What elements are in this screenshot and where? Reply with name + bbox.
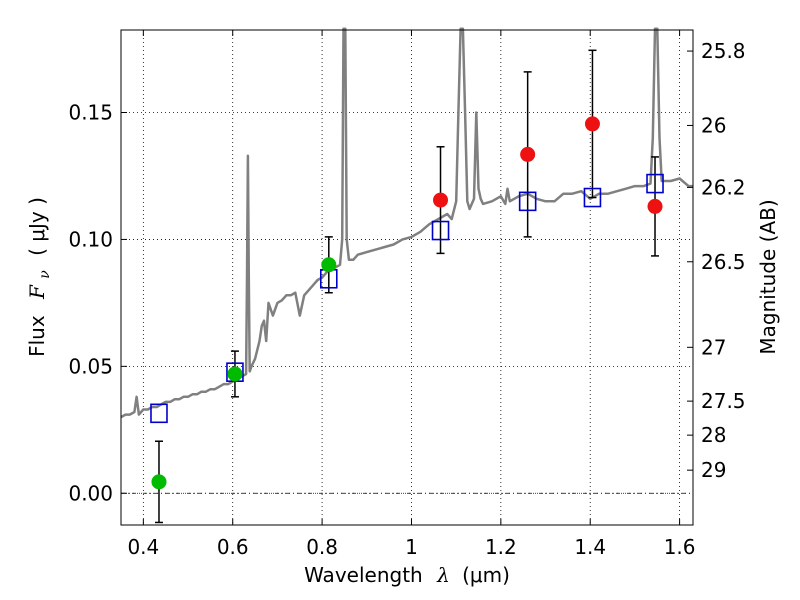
x-tick-label: 0.8 bbox=[306, 535, 338, 559]
y-tick-label: 0.00 bbox=[68, 481, 113, 505]
y2-axis-label: Magnitude (AB) bbox=[756, 199, 780, 354]
x-tick-label: 1.4 bbox=[574, 535, 606, 559]
detection-points bbox=[151, 116, 663, 490]
x-tick-label: 1.6 bbox=[664, 535, 696, 559]
detection-point bbox=[520, 146, 536, 162]
magnitude-tick-label: 26 bbox=[701, 113, 726, 137]
y-axis-label-prefix: Flux bbox=[25, 315, 49, 357]
detection-point bbox=[584, 116, 600, 132]
detection-point bbox=[647, 198, 663, 214]
y-axis-label-unit: ( μJy ) bbox=[25, 197, 49, 256]
y-axis-label: Flux F ν ( μJy ) bbox=[25, 197, 54, 357]
model-photometry-square bbox=[583, 187, 602, 208]
detection-point bbox=[227, 366, 243, 382]
plot-frame bbox=[120, 29, 694, 526]
x-axis-label: Wavelength λ (μm) bbox=[304, 563, 510, 587]
model-spectrum bbox=[120, 27, 693, 419]
detection-point bbox=[151, 474, 167, 490]
magnitude-tick-labels: 25.8 26 26.2 26.5 27 27.5 28 29 bbox=[701, 39, 746, 482]
x-axis-label-unit: (μm) bbox=[462, 563, 510, 587]
magnitude-tick-label: 29 bbox=[701, 458, 726, 482]
magnitude-tick-label: 28 bbox=[701, 423, 726, 447]
magnitude-tick-label: 26.2 bbox=[701, 175, 746, 199]
model-photometry-square bbox=[646, 173, 664, 194]
magnitude-tick-label: 25.8 bbox=[701, 39, 746, 63]
magnitude-tick-label: 27.5 bbox=[701, 389, 746, 413]
magnitude-tick-label: 26.5 bbox=[701, 250, 746, 274]
x-axis-label-prefix: Wavelength bbox=[304, 563, 423, 587]
model-photometry-square bbox=[150, 403, 168, 424]
y-tick-label: 0.05 bbox=[68, 354, 113, 378]
y-tick-label: 0.15 bbox=[68, 101, 113, 125]
plot-background bbox=[121, 30, 693, 525]
model-spectrum-line bbox=[120, 27, 693, 419]
detection-point bbox=[433, 192, 449, 208]
x-tick-label: 1 bbox=[405, 535, 418, 559]
x-tick-label: 0.4 bbox=[127, 535, 159, 559]
x-tick-labels: 0.4 0.6 0.8 1 1.2 1.4 1.6 bbox=[127, 535, 695, 559]
axis-ticks bbox=[121, 30, 693, 525]
y-axis-label-symbol: F bbox=[25, 284, 49, 300]
model-photometry-square bbox=[518, 191, 537, 212]
detection-point bbox=[321, 257, 337, 273]
y-tick-label: 0.10 bbox=[68, 227, 113, 251]
x-tick-label: 1.2 bbox=[485, 535, 517, 559]
model-photometry-square bbox=[431, 220, 450, 241]
x-axis-label-symbol: λ bbox=[436, 563, 450, 587]
magnitude-tick-label: 27 bbox=[701, 335, 726, 359]
y-tick-labels: 0.00 0.05 0.10 0.15 bbox=[68, 101, 113, 506]
y-axis-label-subscript: ν bbox=[37, 270, 53, 279]
x-tick-label: 0.6 bbox=[217, 535, 249, 559]
